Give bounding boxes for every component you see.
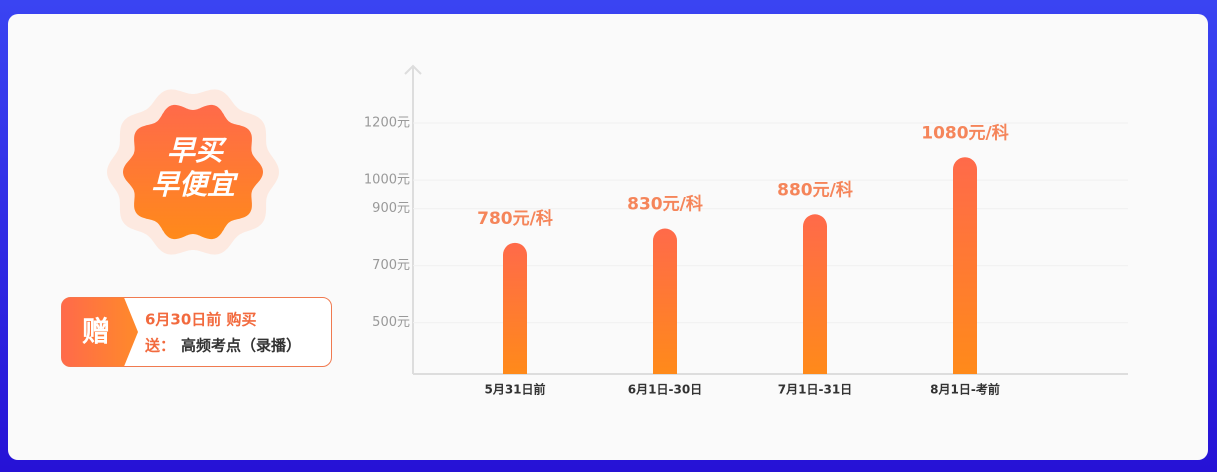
bar — [653, 228, 677, 374]
x-tick-label: 8月1日-考前 — [930, 382, 1000, 397]
value-label: 1080元/科 — [921, 122, 1009, 143]
gift-icon-bg — [61, 297, 139, 367]
badge-text: 早买 — [167, 134, 228, 167]
gift-line: 6月30日前 购买 — [145, 311, 257, 329]
x-tick-label: 6月1日-30日 — [628, 383, 702, 397]
badge-inner — [123, 104, 263, 240]
gift-label: 送： — [144, 337, 175, 355]
bar — [803, 214, 827, 374]
x-tick-label: 7月1日-31日 — [778, 383, 852, 397]
bar — [503, 242, 527, 374]
value-label: 830元/科 — [627, 194, 703, 215]
gift-item: 高频考点（录播） — [181, 337, 301, 355]
bar — [953, 157, 977, 374]
badge-text: 早便宜 — [151, 168, 239, 201]
gift-icon: 赠 — [82, 315, 110, 348]
value-label: 880元/科 — [777, 179, 853, 200]
y-tick-label: 1200元 — [364, 116, 410, 131]
x-tick-label: 5月31日前 — [484, 382, 545, 397]
y-tick-label: 1000元 — [364, 173, 410, 188]
value-label: 780元/科 — [477, 208, 553, 229]
y-tick-label: 500元 — [372, 315, 410, 330]
y-axis-arrow — [404, 64, 422, 75]
y-tick-label: 900元 — [372, 201, 410, 216]
y-tick-label: 700元 — [372, 258, 410, 273]
